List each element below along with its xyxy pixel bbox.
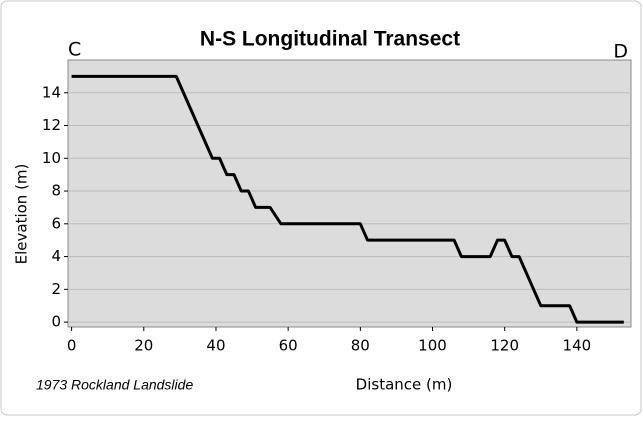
y-axis-label: Elevation (m) bbox=[13, 164, 31, 265]
x-axis-label: Distance (m) bbox=[356, 376, 453, 394]
x-tick-label: 0 bbox=[67, 337, 77, 355]
y-tick-label: 6 bbox=[51, 214, 61, 232]
plot-area bbox=[67, 59, 632, 328]
x-tick-label: 80 bbox=[351, 337, 370, 355]
x-tick-label: 140 bbox=[563, 337, 592, 355]
y-tick-label: 10 bbox=[42, 149, 61, 167]
annotation: C bbox=[68, 39, 81, 61]
x-tick-label: 120 bbox=[490, 337, 519, 355]
y-tick-label: 4 bbox=[51, 247, 61, 265]
x-tick-label: 40 bbox=[206, 337, 225, 355]
annotation: D bbox=[613, 41, 628, 63]
line bbox=[71, 74, 624, 324]
y-tick-label: 2 bbox=[51, 280, 61, 298]
y-tick-label: 12 bbox=[42, 116, 61, 134]
x-tick-label: 20 bbox=[134, 337, 153, 355]
x-tick-label: 60 bbox=[279, 337, 298, 355]
y-tick-label: 0 bbox=[51, 313, 61, 331]
y-tick-label: 14 bbox=[42, 83, 61, 101]
chart-title: N-S Longitudinal Transect bbox=[200, 28, 460, 51]
x-tick-label: 100 bbox=[418, 337, 447, 355]
y-tick-label: 8 bbox=[51, 182, 61, 200]
annotation: 1973 Rockland Landslide bbox=[36, 377, 193, 393]
